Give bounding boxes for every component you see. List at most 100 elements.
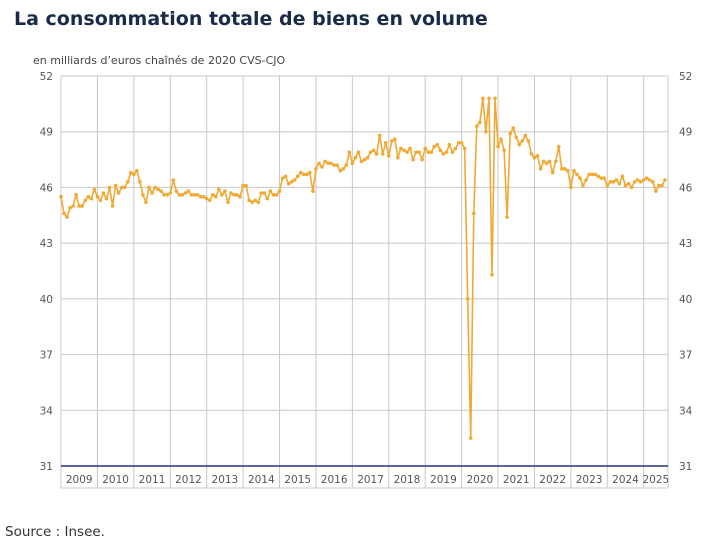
data-point <box>308 170 312 175</box>
data-point <box>459 141 464 145</box>
data-point <box>441 152 446 156</box>
data-point <box>608 180 613 184</box>
data-point <box>475 124 479 128</box>
data-point <box>420 157 424 162</box>
data-point <box>98 198 103 203</box>
data-point <box>180 193 185 197</box>
data-point <box>259 191 264 195</box>
data-point <box>411 157 415 162</box>
data-point <box>660 183 664 188</box>
data-point <box>374 152 379 156</box>
data-point <box>383 141 388 145</box>
data-point <box>581 183 585 188</box>
data-point <box>462 146 467 151</box>
data-point <box>611 180 616 184</box>
data-point <box>59 194 63 199</box>
data-point <box>116 191 121 195</box>
series-group <box>59 96 667 440</box>
data-point <box>95 194 100 199</box>
data-point <box>465 297 470 301</box>
data-point <box>210 193 215 197</box>
data-point <box>502 148 506 153</box>
data-point <box>471 211 476 216</box>
data-point <box>305 172 309 177</box>
data-point <box>444 150 449 154</box>
data-point <box>265 196 270 201</box>
data-point <box>599 176 604 180</box>
data-point <box>89 196 94 201</box>
data-point <box>423 146 428 151</box>
data-point <box>80 204 85 208</box>
data-point <box>526 139 531 143</box>
data-point <box>229 191 233 195</box>
data-point <box>359 159 364 164</box>
y-tick-label-right: 37 <box>679 350 692 362</box>
data-point <box>362 157 367 162</box>
data-point <box>626 181 631 186</box>
data-point <box>429 150 434 154</box>
data-point <box>262 191 267 195</box>
data-point <box>632 180 637 184</box>
x-tick-label: 2018 <box>394 474 421 486</box>
x-tick-label: 2019 <box>430 474 457 486</box>
y-tick-label: 34 <box>40 405 54 417</box>
data-point <box>654 189 658 193</box>
data-point <box>195 193 200 197</box>
data-point <box>596 174 600 179</box>
data-point <box>517 142 522 147</box>
data-point <box>575 172 579 177</box>
data-point <box>356 150 361 154</box>
data-point <box>119 185 124 190</box>
data-point <box>532 155 537 160</box>
y-tick-label-right: 46 <box>679 182 693 194</box>
data-point <box>514 135 519 140</box>
data-point <box>201 194 206 199</box>
data-point <box>584 178 588 182</box>
y-axis-right: 31 34 37 40 43 46 49 52 <box>679 71 693 473</box>
data-point <box>268 189 273 193</box>
data-point <box>92 187 97 192</box>
data-point <box>129 170 133 175</box>
x-tick-label: 2011 <box>139 474 166 486</box>
data-point <box>177 193 182 197</box>
data-point <box>657 183 661 188</box>
data-point <box>478 120 482 125</box>
series-line <box>60 97 666 439</box>
data-point <box>520 139 525 143</box>
data-point <box>559 167 564 171</box>
data-point <box>298 170 303 175</box>
x-tick-label: 2020 <box>466 474 493 486</box>
data-point <box>538 167 543 171</box>
x-axis: 2009 2010 2011 2012 2013 2014 2015 2016 2017 2018… <box>61 465 669 489</box>
data-point <box>162 193 166 197</box>
x-tick-label: 2012 <box>175 474 202 486</box>
data-point <box>553 159 558 164</box>
data-point <box>511 126 516 130</box>
data-point <box>165 193 170 197</box>
data-point <box>101 191 106 195</box>
y-tick-label: 49 <box>40 127 53 139</box>
data-point <box>329 161 333 166</box>
data-point <box>490 272 494 277</box>
data-point <box>426 150 431 154</box>
data-point <box>107 185 112 190</box>
x-tick-label: 2021 <box>503 474 530 486</box>
data-point <box>341 167 346 171</box>
x-tick-label: 2013 <box>212 474 239 486</box>
data-point <box>256 200 261 205</box>
x-tick-label: 2023 <box>576 474 603 486</box>
data-point <box>493 96 497 101</box>
data-point <box>620 174 625 179</box>
x-tick-label: 2014 <box>248 474 275 486</box>
x-tick-label: 2022 <box>539 474 566 486</box>
data-point <box>153 185 157 190</box>
data-point <box>393 137 397 141</box>
data-point <box>223 189 227 193</box>
data-point <box>602 176 607 180</box>
data-point <box>83 198 88 203</box>
data-point <box>566 168 570 173</box>
data-point <box>368 150 373 154</box>
data-point <box>274 193 279 197</box>
data-point <box>113 183 118 188</box>
data-point <box>623 183 628 188</box>
